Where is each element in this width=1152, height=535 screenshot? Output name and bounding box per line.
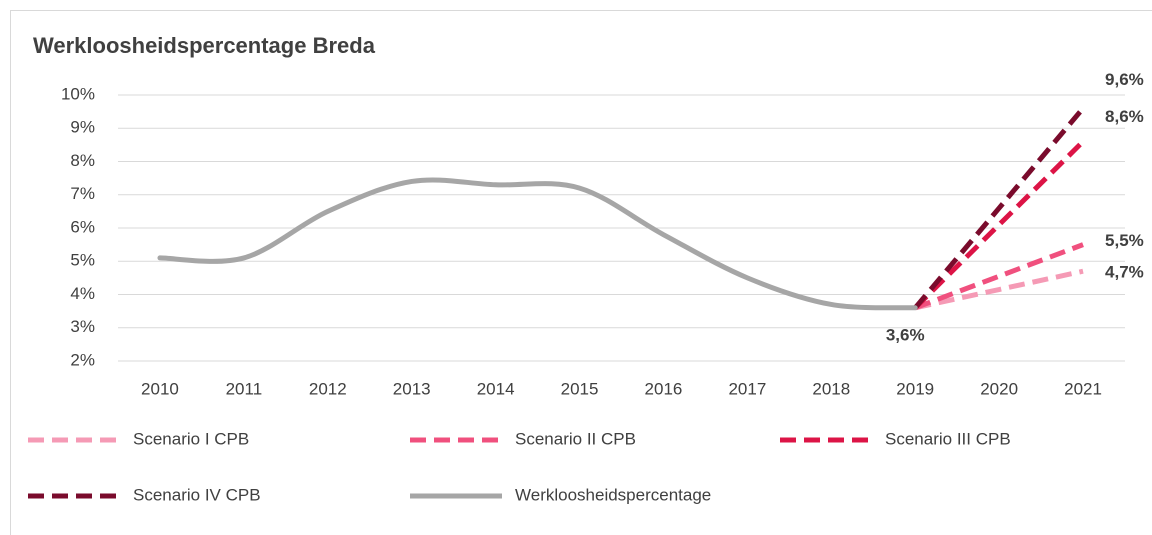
y-tick-label: 8% [70,151,95,170]
x-tick-label: 2018 [812,379,850,398]
y-tick-label: 6% [70,217,95,236]
x-tick-label: 2020 [980,379,1018,398]
chart-title: Werkloosheidspercentage Breda [33,33,376,58]
x-tick-label: 2021 [1064,379,1102,398]
x-tick-label: 2016 [645,379,683,398]
x-tick-label: 2010 [141,379,179,398]
y-tick-label: 2% [70,350,95,369]
data-label: 8,6% [1105,107,1144,126]
x-tick-label: 2011 [226,379,263,398]
y-tick-label: 4% [70,284,95,303]
chart-border [10,10,1152,535]
data-label: 9,6% [1105,70,1144,89]
x-tick-label: 2014 [477,379,515,398]
data-label: 5,5% [1105,231,1144,250]
y-tick-label: 9% [70,118,95,137]
legend-label: Scenario III CPB [885,429,1011,448]
legend-label: Scenario I CPB [133,429,249,448]
x-tick-label: 2017 [728,379,766,398]
y-tick-label: 7% [70,184,95,203]
series-line [914,268,1084,311]
series-line [914,242,1084,311]
series-line [913,139,1085,310]
legend-label: Scenario IV CPB [133,485,261,504]
y-tick-label: 10% [61,84,95,103]
data-label: 4,7% [1105,263,1144,282]
x-tick-label: 2013 [393,379,431,398]
x-tick-label: 2012 [309,379,347,398]
legend-label: Scenario II CPB [515,429,636,448]
data-label: 3,6% [886,325,925,344]
x-tick-label: 2019 [896,379,934,398]
y-tick-label: 5% [70,251,95,270]
x-tick-label: 2015 [561,379,599,398]
y-tick-label: 3% [70,317,95,336]
series-line [913,106,1085,310]
legend-label: Werkloosheidspercentage [515,485,711,504]
series-line [157,177,918,311]
